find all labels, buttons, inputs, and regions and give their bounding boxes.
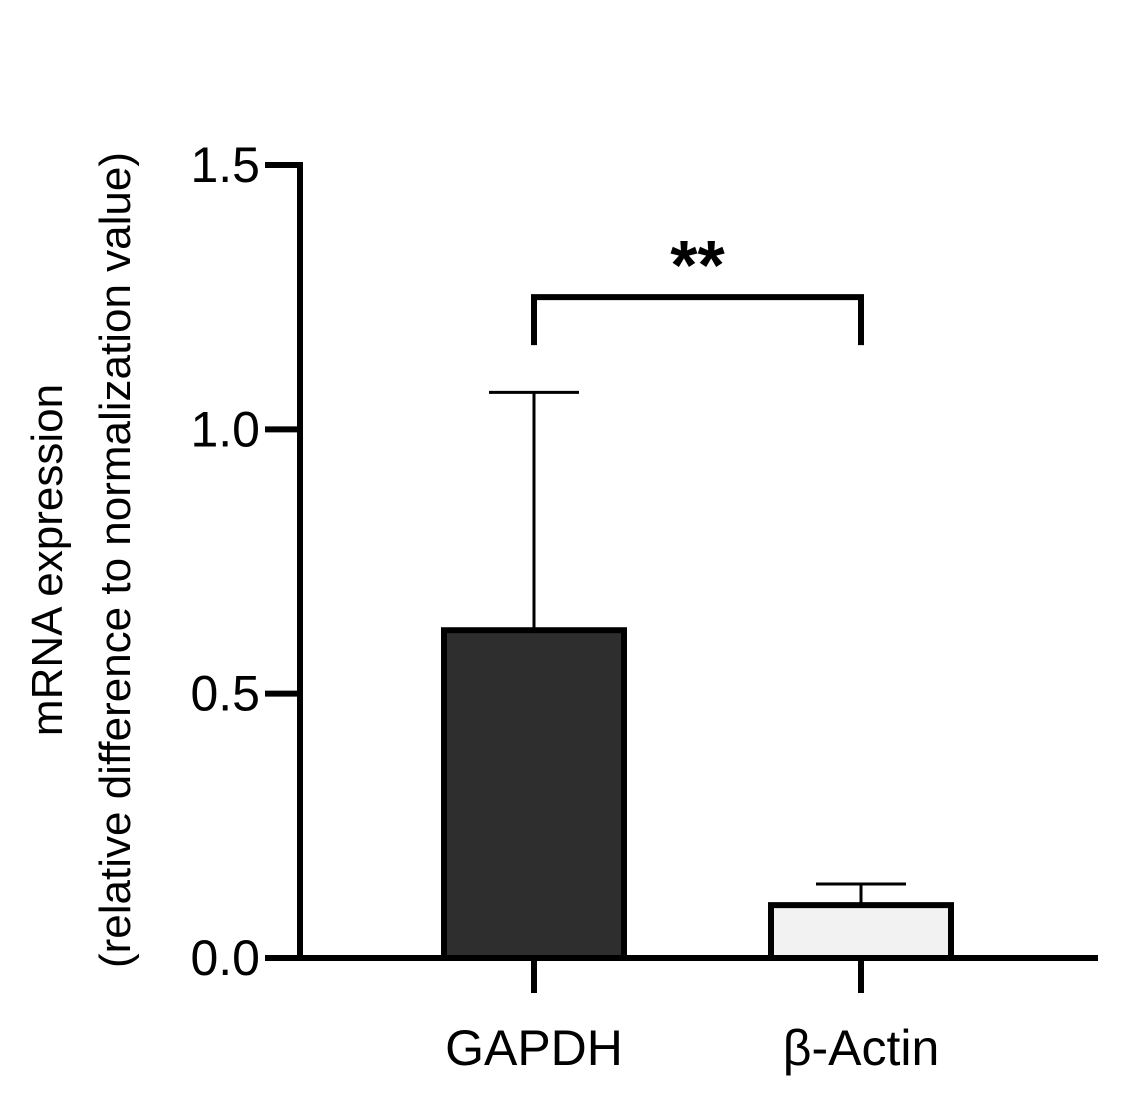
labels-group: 0.0 0.5 1.0 1.5 GAPDH β-Actin mRNA expression (… <box>23 137 939 1076</box>
significance-label: ** <box>670 226 725 304</box>
error-bars-group <box>489 390 906 906</box>
bar-gapdh <box>441 627 627 962</box>
y-tick-label: 1.5 <box>190 137 260 193</box>
y-axis-label-line-1: mRNA expression <box>23 384 72 736</box>
bars-group <box>441 627 954 962</box>
bar--actin <box>768 902 954 962</box>
y-axis-label-line-2: (relative difference to normalization va… <box>91 152 140 968</box>
significance-group: ** <box>531 226 864 346</box>
x-tick-label: GAPDH <box>445 1020 623 1076</box>
y-tick-label: 0.5 <box>190 666 260 722</box>
axes-group <box>265 162 1098 993</box>
y-tick-label: 1.0 <box>190 401 260 457</box>
significance-bracket <box>531 294 864 346</box>
x-tick-label: β-Actin <box>783 1020 940 1076</box>
y-tick-label: 0.0 <box>190 930 260 986</box>
